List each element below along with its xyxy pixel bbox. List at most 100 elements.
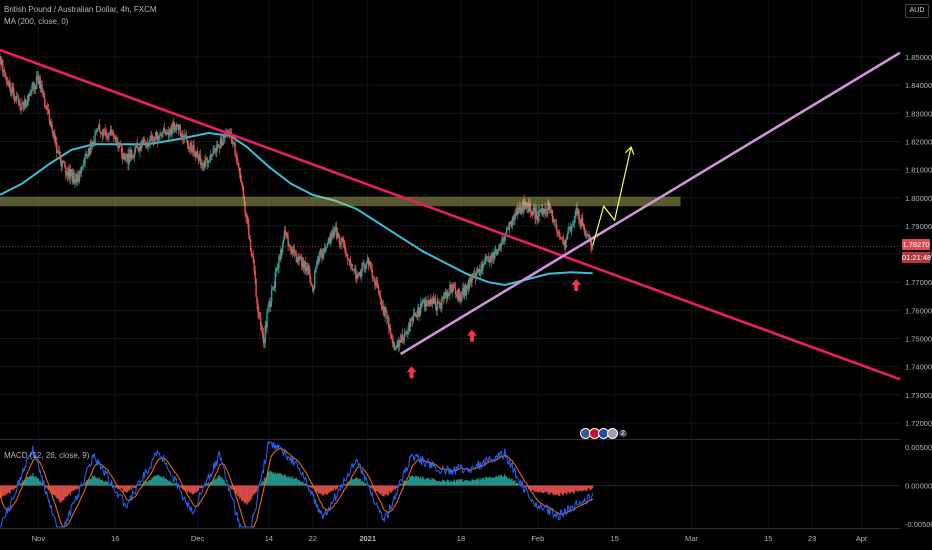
macd-histogram-bar [186,485,189,493]
candle-body [445,291,448,299]
macd-histogram-bar [573,485,575,493]
macd-histogram-bar [174,482,176,486]
candle-body [84,156,86,164]
macd-histogram-bar [492,477,494,486]
macd-histogram-bar [255,485,257,493]
candle-body [427,299,429,304]
macd-histogram-bar [353,478,355,486]
macd-histogram-bar [139,484,141,486]
macd-histogram-bar [185,485,188,491]
macd-histogram-bar [549,485,551,495]
candle-body [550,210,553,213]
macd-histogram-bar [460,478,462,486]
macd-histogram-bar [194,485,196,494]
candle-body [235,153,237,155]
candle-body [430,299,432,302]
candle-body [500,241,502,247]
candle-body [149,140,151,144]
candle-body [527,203,529,209]
economic-events[interactable]: 2 [580,428,627,439]
macd-histogram-bar [297,480,299,486]
macd-histogram-bar [419,478,421,486]
macd-histogram-bar [476,479,479,486]
macd-panel [0,440,900,529]
macd-histogram-bar [437,480,439,486]
candle-body [268,301,270,308]
candle-body [475,273,478,279]
candle-body [365,264,367,269]
macd-histogram-bar [168,481,170,486]
macd-histogram-bar [272,471,275,486]
candle-body [259,317,262,326]
macd-histogram-bar [478,480,480,486]
macd-histogram-bar [154,475,157,486]
candle-body [321,252,323,258]
macd-histogram-bar [390,485,393,493]
flag-icon[interactable] [607,428,618,439]
candle-body [164,131,167,135]
candle-body [495,249,497,252]
candle-body [350,263,352,266]
pane-separator[interactable] [0,439,900,440]
macd-histogram-bar [567,485,569,492]
macd-histogram-bar [393,485,395,489]
candle-body [252,255,255,263]
macd-histogram-bar [75,485,77,489]
currency-button[interactable]: AUD [905,4,929,18]
candle-body [126,154,128,157]
macd-histogram-bar [217,476,219,486]
macd-histogram-bar [412,476,415,486]
candle-body [135,142,137,144]
macd-histogram-bar [358,478,361,486]
candle-body [577,209,579,215]
candle-body [371,270,373,278]
candle-body [486,256,489,258]
candle-body [414,313,416,315]
macd-histogram-bar [423,479,425,486]
candle-body [491,255,493,259]
macd-histogram-bar [320,485,322,494]
candle-body [215,149,217,153]
candle-body [61,161,63,167]
candle-body [482,265,484,271]
uptrend-line [399,51,901,356]
macd-histogram-bar [284,475,286,486]
candle-body [539,209,542,212]
candle-body [93,142,95,146]
candle-body [283,230,286,240]
candle-body [74,180,76,183]
macd-histogram-bar [260,482,263,486]
macd-histogram-bar [123,485,125,492]
macd-histogram-bar [561,485,564,495]
macd-histogram-bar [539,485,542,492]
candle-body [270,289,273,303]
candle-body [63,161,65,163]
macd-histogram-bar [137,484,139,486]
macd-histogram-bar [85,481,87,486]
candle-body [196,151,199,158]
macd-histogram-bar [17,483,19,486]
candle-body [559,232,561,237]
macd-histogram-bar [405,479,407,486]
macd-histogram-bar [198,485,200,488]
candle-body [367,258,370,265]
candle-body [163,128,165,132]
candle-body [141,140,144,144]
candle-body [510,222,512,227]
macd-histogram-bar [344,484,346,486]
macd-histogram-bar [68,485,71,494]
candle-body [410,317,413,320]
macd-histogram-bar [181,485,183,489]
candle-body [64,162,66,168]
candle-body [4,72,7,78]
candle-body [517,211,520,214]
candle-body [373,277,375,282]
macd-histogram-bar [462,481,464,486]
candle-body [534,207,536,219]
macd-histogram-bar [261,480,264,486]
macd-histogram-bar [457,478,459,486]
macd-histogram-bar [235,485,237,495]
macd-histogram-bar [501,476,503,486]
projection-path [592,146,632,246]
